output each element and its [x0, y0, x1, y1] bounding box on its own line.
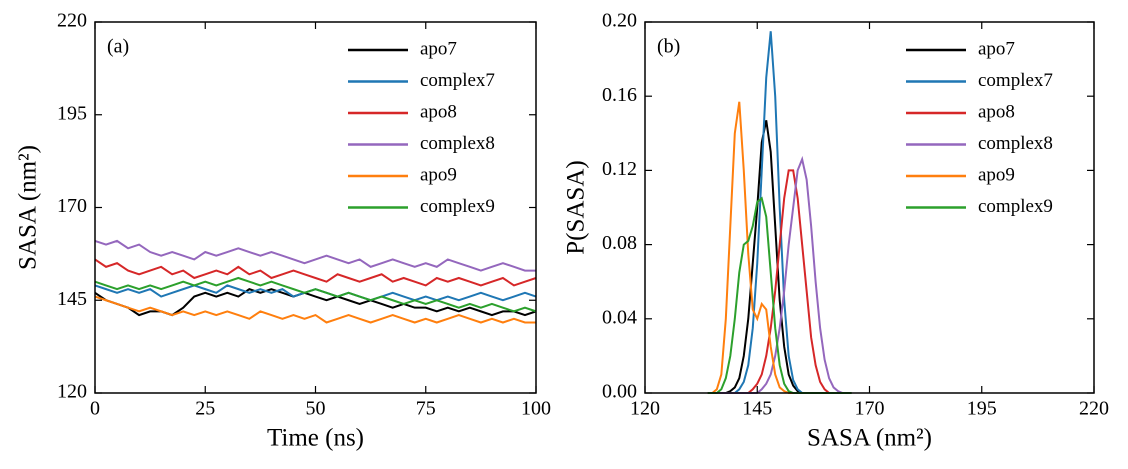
series-line — [94, 276, 537, 313]
x-axis-label: Time (ns) — [267, 425, 364, 452]
y-axis-label: P(SASA) — [563, 160, 590, 254]
legend-label: apo9 — [420, 164, 457, 185]
legend-label: apo8 — [420, 101, 457, 122]
x-tick-label: 120 — [630, 398, 660, 420]
series-line — [94, 239, 536, 272]
legend-label: complex8 — [420, 133, 495, 154]
y-tick-label: 195 — [57, 102, 87, 124]
y-tick-label: 0.20 — [602, 10, 637, 32]
y-tick-label: 145 — [57, 288, 87, 310]
x-tick-label: 170 — [855, 398, 885, 420]
x-tick-label: 145 — [742, 398, 772, 420]
y-tick-label: 170 — [57, 195, 87, 217]
series-line — [94, 258, 537, 287]
legend-label: apo9 — [978, 164, 1015, 185]
legend-label: complex9 — [978, 196, 1053, 217]
legend-label: complex7 — [978, 70, 1053, 91]
x-tick-label: 25 — [195, 398, 215, 420]
x-tick-label: 100 — [521, 398, 551, 420]
y-tick-label: 120 — [57, 381, 87, 403]
legend-label: apo7 — [978, 38, 1015, 59]
series-line — [707, 31, 852, 394]
y-tick-label: 0.12 — [602, 158, 637, 180]
legend-label: apo7 — [420, 38, 457, 59]
panel-label: (a) — [107, 36, 129, 58]
panel-label: (b) — [657, 36, 680, 58]
x-axis-label: SASA (nm²) — [807, 425, 932, 452]
x-tick-label: 50 — [306, 398, 326, 420]
legend-label: apo8 — [978, 101, 1015, 122]
x-tick-label: 0 — [90, 398, 100, 420]
x-tick-label: 220 — [1079, 398, 1109, 420]
legend-label: complex7 — [420, 70, 495, 91]
series-line — [94, 284, 537, 302]
series-line — [94, 295, 536, 324]
y-tick-label: 220 — [57, 10, 87, 32]
legend-label: complex9 — [420, 196, 495, 217]
y-tick-label: 0.08 — [602, 232, 637, 254]
legend-label: complex8 — [978, 133, 1053, 154]
y-tick-label: 0.16 — [602, 84, 637, 106]
x-tick-label: 75 — [416, 398, 436, 420]
y-tick-label: 0.04 — [602, 306, 637, 328]
y-axis-label: SASA (nm²) — [15, 145, 42, 270]
x-tick-label: 195 — [967, 398, 997, 420]
y-tick-label: 0.00 — [602, 381, 637, 403]
